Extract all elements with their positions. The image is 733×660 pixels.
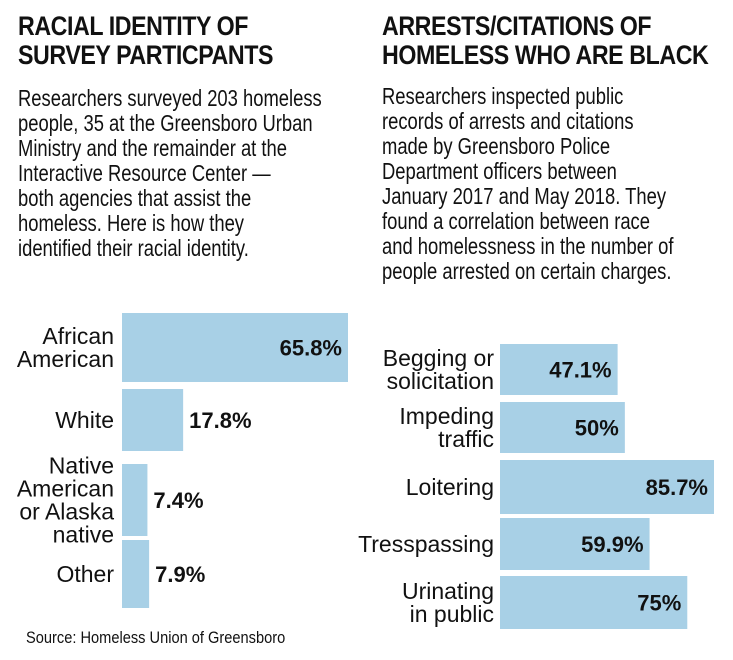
racial-identity-chart: 65.8% African American 17.8% White 7.4% Native… [17, 313, 348, 608]
left-title-line: SURVEY PARTICPANTS [18, 40, 274, 70]
left-description-line: Ministry and the remainder at the [18, 135, 287, 161]
category-label: White [55, 407, 114, 433]
right-description-line: made by Greensboro Police [382, 133, 611, 159]
right-description-line: and homelessness in the number of [382, 233, 674, 259]
value-label: 47.1% [549, 358, 611, 383]
bar [122, 389, 184, 451]
category-label: Begging or solicitation [383, 345, 495, 394]
category-label: Tresspassing [358, 531, 494, 557]
right-description-line: records of arrests and citations [382, 108, 634, 134]
left-description-line: people, 35 at the Greensboro Urban [18, 110, 313, 136]
left-description-line: both agencies that assist the [18, 185, 252, 211]
value-label: 65.8% [280, 336, 342, 361]
source-note: Source: Homeless Union of Greensboro [26, 628, 286, 647]
value-label: 7.4% [153, 488, 203, 513]
category-label: African American [17, 323, 114, 372]
left-description-line: Interactive Resource Center — [18, 160, 271, 186]
right-title-line: HOMELESS WHO ARE BLACK [382, 40, 709, 70]
left-panel: RACIAL IDENTITY OF SURVEY PARTICPANTS Re… [0, 0, 362, 660]
value-label: 85.7% [646, 475, 708, 500]
value-label: 17.8% [189, 408, 251, 433]
value-label: 7.9% [155, 562, 205, 587]
left-description-line: homeless. Here is how they [18, 210, 245, 236]
left-description: Researchers surveyed 203 homeless people… [18, 86, 322, 261]
bar [122, 464, 148, 536]
left-description-line: Researchers surveyed 203 homeless [18, 85, 322, 111]
category-label: Urinating in public [402, 578, 494, 627]
category-label: Native American or Alaska native [17, 453, 114, 548]
bar [500, 402, 625, 453]
right-title-line: ARRESTS/CITATIONS OF [382, 11, 652, 41]
right-description-line: Department officers between [382, 158, 617, 184]
bar [122, 540, 150, 608]
right-title: ARRESTS/CITATIONS OF HOMELESS WHO ARE BL… [382, 11, 709, 70]
value-label: 50% [575, 416, 619, 441]
value-label: 59.9% [581, 532, 643, 557]
right-description-line: people arrested on certain charges. [382, 258, 672, 284]
left-description-line: identified their racial identity. [18, 235, 249, 261]
category-label: Other [56, 561, 114, 587]
bar [500, 344, 618, 395]
bar [500, 460, 714, 514]
arrests-chart: 47.1% Begging or solicitation 50% Impeding tr… [358, 344, 714, 629]
right-description-line: Researchers inspected public [382, 83, 624, 109]
left-title-line: RACIAL IDENTITY OF [18, 11, 249, 41]
right-description: Researchers inspected public records of … [382, 84, 674, 284]
right-panel: ARRESTS/CITATIONS OF HOMELESS WHO ARE BL… [358, 0, 733, 660]
right-description-line: January 2017 and May 2018. They [382, 183, 667, 209]
bar [122, 313, 348, 382]
left-title: RACIAL IDENTITY OF SURVEY PARTICPANTS [18, 12, 273, 70]
bar [500, 518, 650, 570]
category-label: Impeding traffic [399, 403, 494, 452]
bar [500, 576, 688, 629]
right-description-line: found a correlation between race [382, 208, 650, 234]
category-label: Loitering [406, 474, 494, 500]
value-label: 75% [637, 591, 681, 616]
